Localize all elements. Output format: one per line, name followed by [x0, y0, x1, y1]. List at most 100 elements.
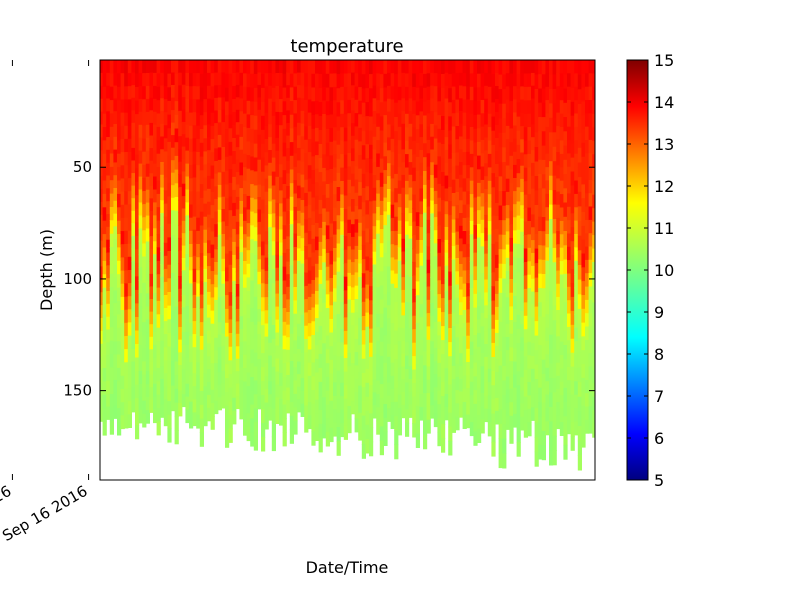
temperature-cell	[192, 294, 197, 309]
temperature-cell	[67, 60, 71, 74]
temperature-cell	[304, 259, 309, 274]
temperature-cell	[250, 197, 255, 213]
temperature-cell	[199, 239, 204, 254]
temperature-cell	[2, 100, 6, 114]
temperature-cell	[160, 315, 165, 329]
temperature-cell	[27, 199, 31, 212]
temperature-cell	[322, 235, 327, 250]
temperature-cell	[228, 101, 233, 116]
temperature-cell	[9, 222, 13, 235]
temperature-cell	[167, 196, 172, 211]
temperature-cell	[102, 86, 107, 101]
temperature-cell	[235, 383, 240, 397]
temperature-cell	[88, 235, 92, 249]
temperature-cell	[246, 114, 251, 129]
temperature-cell	[27, 123, 31, 136]
temperature-cell	[297, 261, 302, 275]
temperature-cell	[127, 60, 132, 74]
temperature-cell	[232, 371, 237, 386]
temperature-cell	[23, 151, 27, 165]
temperature-cell	[189, 270, 194, 284]
temperature-cell	[192, 360, 197, 374]
temperature-cell	[214, 97, 219, 112]
temperature-cell	[38, 126, 42, 140]
temperature-cell	[174, 114, 179, 130]
temperature-cell	[207, 201, 212, 216]
temperature-cell	[92, 203, 96, 217]
temperature-cell	[174, 169, 179, 184]
temperature-cell	[189, 125, 194, 140]
temperature-cell	[59, 316, 63, 329]
temperature-cell	[304, 299, 309, 313]
temperature-cell	[322, 154, 327, 169]
temperature-cell	[102, 207, 107, 222]
temperature-cell	[322, 370, 327, 385]
temperature-cell	[20, 178, 24, 192]
temperature-cell	[27, 161, 31, 174]
temperature-cell	[279, 242, 284, 257]
temperature-cell	[286, 97, 291, 111]
temperature-cell	[138, 383, 143, 398]
temperature-cell	[131, 223, 136, 237]
temperature-cell	[117, 73, 122, 88]
temperature-cell	[253, 436, 258, 451]
temperature-cell	[63, 252, 67, 265]
temperature-cell	[100, 330, 104, 345]
temperature-cell	[142, 191, 147, 205]
temperature-cell	[275, 371, 280, 386]
temperature-cell	[20, 244, 24, 258]
temperature-cell	[16, 264, 20, 277]
temperature-cell	[185, 124, 190, 139]
temperature-cell	[261, 269, 266, 284]
temperature-cell	[81, 315, 85, 329]
temperature-cell	[63, 328, 67, 341]
temperature-cell	[181, 183, 186, 197]
temperature-cell	[117, 327, 122, 342]
temperature-cell	[124, 152, 129, 166]
temperature-cell	[279, 359, 284, 374]
temperature-cell	[261, 297, 266, 312]
temperature-cell	[9, 123, 13, 136]
temperature-cell	[41, 73, 45, 87]
temperature-cell	[138, 306, 143, 320]
temperature-cell	[261, 381, 266, 396]
temperature-cell	[171, 147, 176, 161]
temperature-cell	[124, 296, 129, 311]
temperature-cell	[217, 109, 222, 123]
temperature-cell	[304, 285, 309, 300]
temperature-cell	[88, 221, 92, 235]
temperature-cell	[67, 310, 71, 324]
temperature-cell	[52, 136, 56, 149]
temperature-cell	[300, 60, 305, 74]
temperature-cell	[102, 127, 107, 141]
temperature-cell	[275, 280, 280, 295]
temperature-cell	[95, 322, 99, 335]
temperature-cell	[325, 184, 330, 199]
temperature-cell	[117, 207, 122, 222]
temperature-cell	[153, 215, 158, 229]
temperature-cell	[282, 225, 287, 240]
temperature-cell	[264, 363, 269, 377]
temperature-cell	[243, 261, 248, 275]
temperature-cell	[49, 87, 53, 101]
temperature-cell	[325, 142, 330, 158]
temperature-cell	[275, 267, 280, 282]
temperature-cell	[31, 304, 35, 317]
temperature-cell	[307, 402, 312, 416]
temperature-cell	[174, 128, 179, 143]
temperature-cell	[257, 309, 262, 323]
temperature-cell	[20, 414, 24, 428]
temperature-cell	[275, 254, 280, 269]
temperature-cell	[232, 280, 237, 295]
temperature-cell	[246, 195, 251, 211]
temperature-cell	[56, 264, 60, 277]
temperature-cell	[311, 101, 316, 116]
temperature-cell	[156, 234, 161, 248]
temperature-cell	[239, 239, 244, 253]
temperature-cell	[138, 345, 143, 359]
temperature-cell	[135, 371, 140, 386]
temperature-cell	[261, 185, 266, 201]
temperature-cell	[325, 115, 330, 130]
temperature-cell	[214, 60, 219, 74]
temperature-cell	[325, 101, 330, 116]
